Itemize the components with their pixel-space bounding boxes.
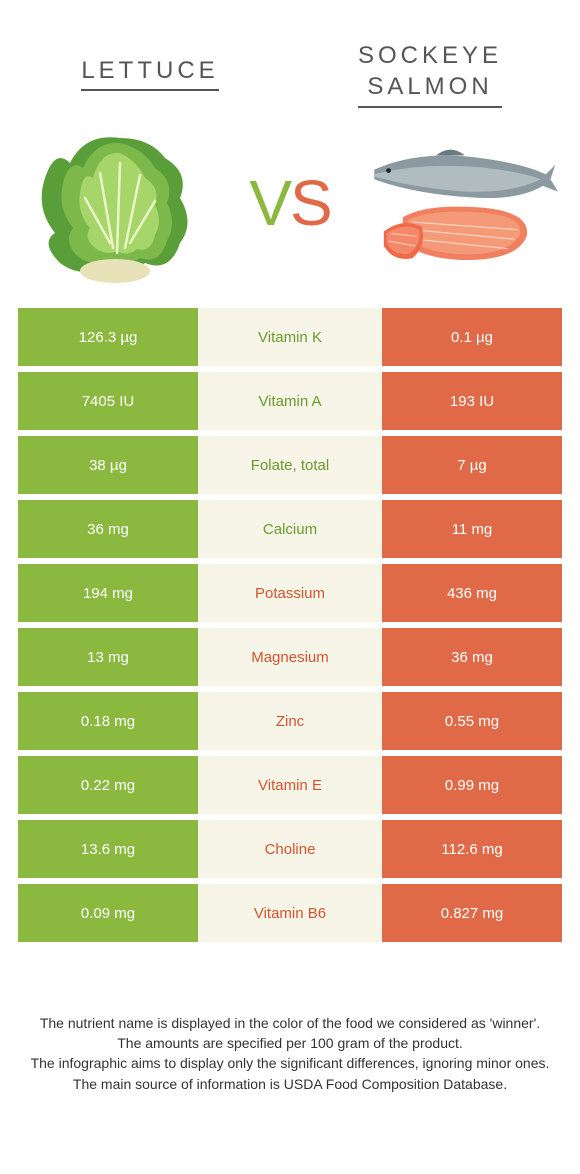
title-right-block: Sockeye salmon	[310, 40, 550, 108]
right-value-cell: 0.55 mg	[382, 692, 562, 750]
lettuce-icon	[20, 123, 220, 283]
footer: The nutrient name is displayed in the co…	[0, 1013, 580, 1094]
nutrient-label-cell: Vitamin A	[198, 372, 382, 430]
title-right-line1: Sockeye	[358, 42, 502, 69]
right-value-cell: 436 mg	[382, 564, 562, 622]
nutrient-label-cell: Folate, total	[198, 436, 382, 494]
title-left-block: Lettuce	[30, 57, 270, 91]
left-value-cell: 126.3 µg	[18, 308, 198, 366]
right-value-cell: 112.6 mg	[382, 820, 562, 878]
nutrient-label-cell: Vitamin B6	[198, 884, 382, 942]
header-row: Lettuce Sockeye salmon	[0, 0, 580, 108]
nutrient-label-cell: Potassium	[198, 564, 382, 622]
title-right-line2: salmon	[367, 73, 492, 100]
table-row: 0.09 mgVitamin B60.827 mg	[18, 884, 562, 942]
right-value-cell: 36 mg	[382, 628, 562, 686]
nutrient-table: 126.3 µgVitamin K0.1 µg7405 IUVitamin A1…	[0, 308, 580, 942]
nutrient-label-cell: Magnesium	[198, 628, 382, 686]
vs-label: VS	[249, 166, 330, 240]
right-value-cell: 193 IU	[382, 372, 562, 430]
illustration-row: VS	[0, 108, 580, 308]
vs-v: V	[249, 167, 290, 239]
title-left: Lettuce	[81, 57, 218, 91]
right-value-cell: 7 µg	[382, 436, 562, 494]
left-value-cell: 38 µg	[18, 436, 198, 494]
table-row: 0.18 mgZinc0.55 mg	[18, 692, 562, 750]
left-value-cell: 36 mg	[18, 500, 198, 558]
table-row: 126.3 µgVitamin K0.1 µg	[18, 308, 562, 366]
table-row: 13 mgMagnesium36 mg	[18, 628, 562, 686]
footer-line: The amounts are specified per 100 gram o…	[30, 1033, 550, 1053]
left-value-cell: 194 mg	[18, 564, 198, 622]
left-value-cell: 0.09 mg	[18, 884, 198, 942]
footer-line: The infographic aims to display only the…	[30, 1053, 550, 1073]
right-value-cell: 0.827 mg	[382, 884, 562, 942]
table-row: 36 mgCalcium11 mg	[18, 500, 562, 558]
table-row: 13.6 mgCholine112.6 mg	[18, 820, 562, 878]
nutrient-label-cell: Vitamin E	[198, 756, 382, 814]
table-row: 194 mgPotassium436 mg	[18, 564, 562, 622]
left-value-cell: 13.6 mg	[18, 820, 198, 878]
right-value-cell: 0.1 µg	[382, 308, 562, 366]
nutrient-label-cell: Choline	[198, 820, 382, 878]
left-value-cell: 7405 IU	[18, 372, 198, 430]
nutrient-label-cell: Vitamin K	[198, 308, 382, 366]
nutrient-label-cell: Calcium	[198, 500, 382, 558]
table-row: 0.22 mgVitamin E0.99 mg	[18, 756, 562, 814]
nutrient-label-cell: Zinc	[198, 692, 382, 750]
left-value-cell: 0.18 mg	[18, 692, 198, 750]
right-value-cell: 0.99 mg	[382, 756, 562, 814]
footer-line: The nutrient name is displayed in the co…	[30, 1013, 550, 1033]
vs-s: S	[290, 167, 331, 239]
footer-line: The main source of information is USDA F…	[30, 1074, 550, 1094]
table-row: 7405 IUVitamin A193 IU	[18, 372, 562, 430]
title-right: Sockeye salmon	[358, 40, 502, 108]
salmon-icon	[360, 123, 560, 283]
right-value-cell: 11 mg	[382, 500, 562, 558]
left-value-cell: 0.22 mg	[18, 756, 198, 814]
left-value-cell: 13 mg	[18, 628, 198, 686]
table-row: 38 µgFolate, total7 µg	[18, 436, 562, 494]
